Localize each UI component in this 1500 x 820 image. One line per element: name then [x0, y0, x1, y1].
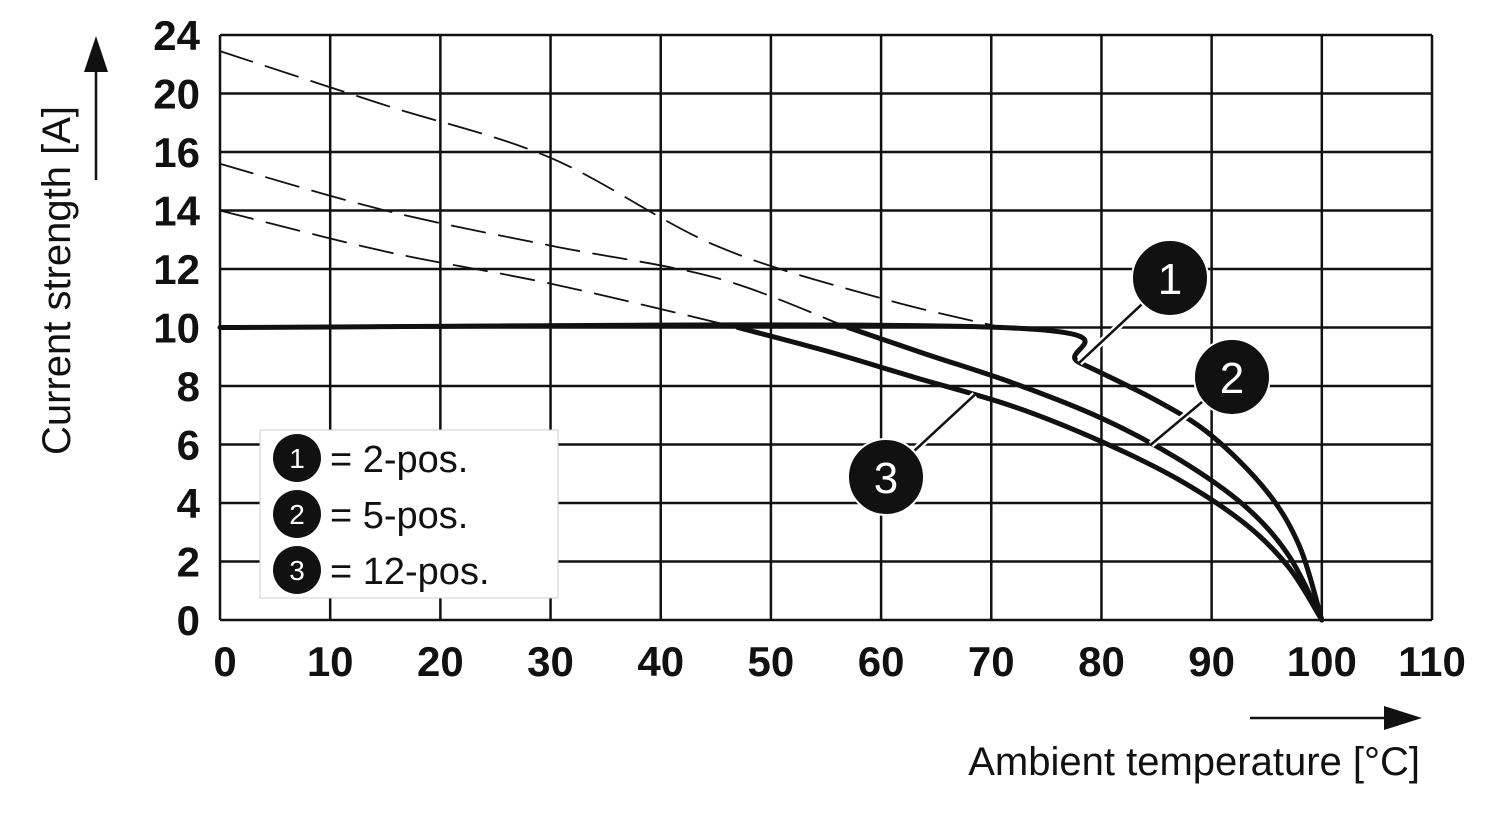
- series-2-line: [845, 325, 1325, 623]
- series-2-extrapolated-line: [219, 162, 849, 329]
- legend-marker-label: 3: [289, 555, 305, 586]
- legend-entry-text: = 2-pos.: [330, 439, 468, 481]
- callout-leader-line: [1078, 301, 1145, 364]
- x-tick-label: 80: [1078, 638, 1125, 685]
- y-tick-label: 0: [177, 597, 200, 644]
- x-axis-label: Ambient temperature [°C]: [968, 740, 1420, 784]
- chart-series: [217, 50, 1325, 623]
- x-tick-label: 70: [968, 638, 1015, 685]
- legend-marker-label: 2: [289, 499, 305, 530]
- x-axis-arrow: [1250, 706, 1422, 730]
- legend-entry-text: = 5-pos.: [330, 495, 468, 537]
- y-axis-label: Current strength [A]: [35, 106, 79, 455]
- series-1-extrapolated-line: [219, 50, 1004, 329]
- callout-marker-1: [1131, 239, 1209, 317]
- y-tick-label: 4: [177, 480, 201, 527]
- y-axis-arrow: [84, 36, 108, 180]
- y-tick-label: 20: [153, 71, 200, 118]
- x-tick-label: 10: [307, 638, 354, 685]
- legend-marker-3: [273, 546, 321, 594]
- x-tick-label: 110: [1398, 638, 1466, 685]
- series-3-extrapolated-line: [219, 209, 739, 329]
- x-tick-label: 90: [1188, 638, 1235, 685]
- callout-marker-label: 2: [1220, 354, 1244, 403]
- callout-marker-3: [847, 438, 925, 516]
- chart-legend: 1 = 2-pos. 2 = 5-pos. 3 = 12-pos.: [259, 429, 559, 599]
- y-tick-label: 12: [153, 246, 200, 293]
- x-tick-label: 0: [213, 638, 236, 685]
- y-tick-label: 16: [153, 129, 200, 176]
- y-tick-label: 2: [177, 539, 200, 586]
- x-tick-label: 50: [748, 638, 795, 685]
- y-tick-label: 24: [153, 12, 200, 59]
- callout-marker-2: [1193, 338, 1271, 416]
- x-tick-label: 60: [858, 638, 905, 685]
- legend-marker-label: 1: [289, 443, 305, 474]
- callout-leader-line: [1150, 399, 1206, 446]
- callout-marker-label: 3: [874, 454, 898, 503]
- series-1-line: [217, 322, 1325, 623]
- callout-marker-label: 1: [1158, 255, 1182, 304]
- callout-leader-line: [911, 393, 976, 454]
- x-tick-label: 100: [1287, 638, 1357, 685]
- chart-tick-labels: 0 10 20 30 40 50 60 70 80 90 100 110024681012141620…: [153, 12, 1466, 685]
- x-tick-label: 30: [527, 638, 574, 685]
- x-tick-label: 20: [417, 638, 464, 685]
- y-tick-label: 14: [153, 188, 200, 235]
- legend-marker-2: [273, 490, 321, 538]
- legend-entry-text: = 12-pos.: [330, 551, 490, 593]
- y-tick-label: 6: [177, 422, 200, 469]
- series-3-line: [735, 325, 1325, 623]
- legend-marker-1: [273, 434, 321, 482]
- y-tick-label: 8: [177, 363, 200, 410]
- chart-callouts: 1 2 3: [847, 239, 1271, 516]
- x-tick-label: 40: [637, 638, 684, 685]
- y-tick-label: 10: [153, 305, 200, 352]
